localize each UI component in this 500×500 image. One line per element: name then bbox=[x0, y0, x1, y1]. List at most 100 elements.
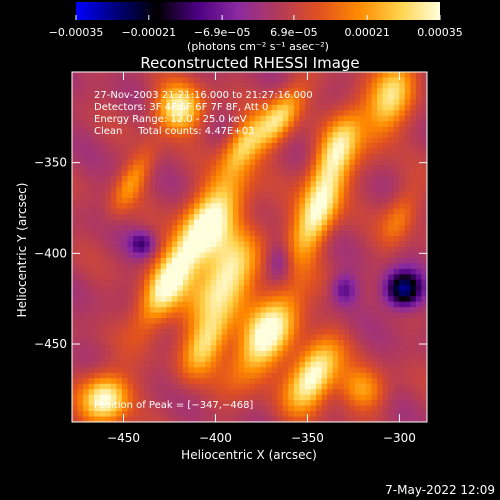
heatmap-cell bbox=[77, 394, 84, 401]
heatmap-cell bbox=[382, 82, 389, 90]
heatmap-cell bbox=[216, 361, 223, 368]
heatmap-cell bbox=[238, 296, 245, 303]
heatmap-cell bbox=[338, 274, 345, 281]
heatmap-cell bbox=[149, 82, 156, 90]
heatmap-cell bbox=[72, 372, 79, 379]
heatmap-cell bbox=[249, 148, 256, 155]
heatmap-cell bbox=[293, 143, 301, 150]
heatmap-cell bbox=[121, 301, 129, 308]
heatmap-cell bbox=[216, 411, 223, 418]
heatmap-cell bbox=[393, 143, 400, 150]
heatmap-cell bbox=[415, 247, 423, 254]
heatmap-cell bbox=[127, 416, 134, 422]
heatmap-cell bbox=[332, 356, 339, 363]
heatmap-cell bbox=[216, 93, 223, 100]
heatmap-cell bbox=[110, 339, 117, 347]
heatmap-cell bbox=[238, 115, 245, 122]
heatmap-cell bbox=[72, 378, 79, 385]
heatmap-cell bbox=[310, 329, 317, 336]
heatmap-cell bbox=[421, 361, 427, 368]
heatmap-cell bbox=[221, 110, 228, 117]
heatmap-cell bbox=[232, 263, 240, 270]
heatmap-cell bbox=[410, 230, 417, 237]
heatmap-cell bbox=[188, 181, 195, 188]
heatmap-cell bbox=[377, 219, 384, 226]
heatmap-cell bbox=[415, 296, 423, 303]
heatmap-cell bbox=[271, 197, 278, 204]
heatmap-cell bbox=[266, 241, 273, 248]
heatmap-cell bbox=[388, 93, 395, 100]
heatmap-cell bbox=[365, 208, 373, 215]
heatmap-cell bbox=[227, 257, 234, 265]
heatmap-cell bbox=[133, 175, 140, 182]
heatmap-cell bbox=[144, 252, 151, 259]
heatmap-cell bbox=[171, 197, 178, 204]
heatmap-cell bbox=[121, 181, 129, 188]
heatmap-cell bbox=[232, 356, 240, 363]
heatmap-cell bbox=[410, 394, 417, 401]
heatmap-cell bbox=[216, 268, 223, 275]
heatmap-cell bbox=[288, 208, 295, 215]
heatmap-cell bbox=[149, 394, 156, 401]
heatmap-cell bbox=[316, 82, 323, 90]
heatmap-cell bbox=[160, 411, 167, 418]
heatmap-cell bbox=[171, 181, 178, 188]
heatmap-cell bbox=[160, 115, 167, 122]
heatmap-cell bbox=[227, 411, 234, 418]
heatmap-cell bbox=[249, 104, 256, 111]
heatmap-cell bbox=[249, 263, 256, 270]
heatmap-cell bbox=[72, 318, 79, 325]
heatmap-cell bbox=[105, 192, 112, 199]
heatmap-cell bbox=[310, 279, 317, 286]
heatmap-cell bbox=[188, 93, 195, 100]
heatmap-cell bbox=[160, 175, 167, 182]
heatmap-cell bbox=[221, 307, 228, 314]
heatmap-cell bbox=[149, 208, 156, 215]
heatmap-cell bbox=[194, 72, 201, 79]
heatmap-cell bbox=[238, 186, 245, 193]
heatmap-cell bbox=[121, 197, 129, 204]
heatmap-cell bbox=[105, 126, 112, 133]
heatmap-cell bbox=[371, 137, 378, 144]
heatmap-cell bbox=[365, 307, 373, 314]
heatmap-cell bbox=[199, 383, 206, 390]
heatmap-cell bbox=[399, 159, 406, 166]
heatmap-cell bbox=[77, 72, 84, 79]
heatmap-cell bbox=[133, 329, 140, 336]
heatmap-cell bbox=[255, 394, 262, 401]
heatmap-cell bbox=[216, 257, 223, 265]
heatmap-cell bbox=[72, 257, 79, 265]
heatmap-cell bbox=[299, 93, 306, 100]
heatmap-cell bbox=[133, 148, 140, 155]
heatmap-cell bbox=[83, 132, 90, 139]
heatmap-cell bbox=[232, 345, 240, 352]
heatmap-cell bbox=[316, 252, 323, 259]
heatmap-cell bbox=[260, 230, 267, 237]
heatmap-cell bbox=[155, 367, 162, 374]
heatmap-cell bbox=[415, 405, 423, 412]
heatmap-cell bbox=[271, 181, 278, 188]
heatmap-cell bbox=[349, 312, 356, 319]
heatmap-cell bbox=[255, 350, 262, 357]
heatmap-cell bbox=[249, 159, 256, 166]
heatmap-cell bbox=[232, 208, 240, 215]
heatmap-cell bbox=[243, 257, 251, 265]
heatmap-cell bbox=[399, 312, 406, 319]
heatmap-cell bbox=[88, 154, 95, 161]
heatmap-cell bbox=[293, 252, 301, 259]
heatmap-cell bbox=[382, 72, 389, 79]
heatmap-cell bbox=[221, 263, 228, 270]
heatmap-cell bbox=[271, 77, 278, 84]
heatmap-cell bbox=[404, 99, 411, 106]
heatmap-cell bbox=[404, 170, 411, 177]
heatmap-cell bbox=[116, 132, 123, 139]
heatmap-cell bbox=[316, 225, 323, 232]
heatmap-cell bbox=[133, 345, 140, 352]
heatmap-cell bbox=[360, 115, 367, 122]
heatmap-cell bbox=[83, 290, 90, 297]
heatmap-cell bbox=[166, 411, 173, 418]
heatmap-cell bbox=[316, 159, 323, 166]
heatmap-cell bbox=[194, 197, 201, 204]
heatmap-cell bbox=[321, 394, 328, 401]
heatmap-cell bbox=[182, 416, 190, 422]
